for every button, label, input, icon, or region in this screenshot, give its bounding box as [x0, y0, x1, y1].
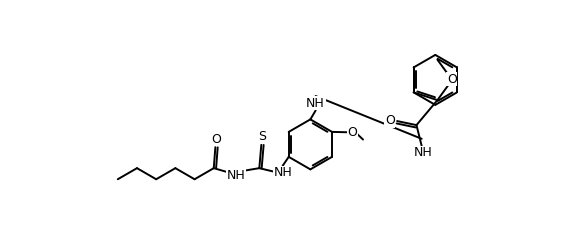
Text: S: S — [258, 130, 267, 143]
Text: O: O — [385, 114, 395, 127]
Text: O: O — [347, 126, 357, 139]
Text: O: O — [211, 133, 221, 146]
Text: NH: NH — [414, 146, 432, 159]
Text: NH: NH — [226, 169, 245, 182]
Text: NH: NH — [274, 167, 292, 180]
Text: NH: NH — [306, 97, 325, 110]
Text: O: O — [447, 73, 457, 86]
